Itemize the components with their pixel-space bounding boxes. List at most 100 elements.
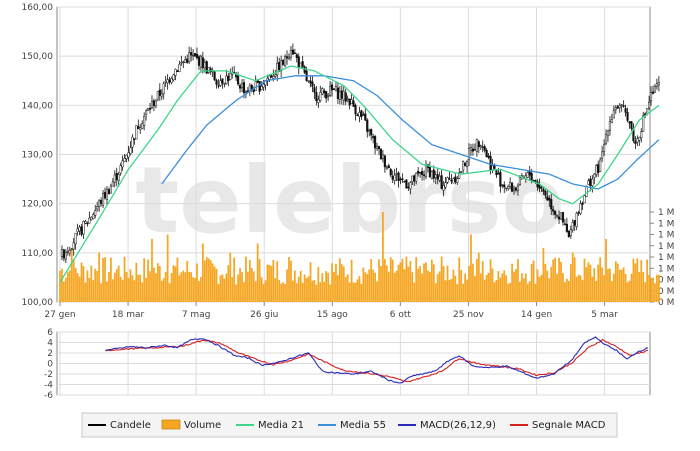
volume-bar [164, 271, 167, 302]
price-y-tick-label: 150,00 [22, 52, 54, 62]
volume-bar [462, 283, 465, 302]
volume-bar [225, 273, 228, 302]
volume-bar [100, 283, 102, 302]
volume-bar [131, 275, 134, 302]
volume-bar [88, 278, 91, 302]
candle-body [381, 154, 384, 159]
candle-body [168, 79, 171, 83]
volume-bar [429, 272, 431, 302]
volume-bar [382, 212, 384, 302]
volume-bar [626, 282, 629, 302]
candle-body [172, 74, 175, 80]
volume-bar [413, 282, 416, 302]
volume-bar [495, 280, 498, 302]
candle-body [362, 114, 365, 116]
volume-bar [348, 282, 351, 302]
volume-bar [622, 267, 625, 302]
volume-bar [430, 259, 433, 302]
volume-bar [362, 267, 365, 302]
candle-body [393, 174, 396, 181]
volume-bar [258, 259, 261, 302]
volume-bar [534, 283, 537, 302]
candle-body [66, 251, 69, 253]
candle-body [115, 172, 118, 181]
volume-bar [143, 258, 146, 302]
candle-body [156, 90, 159, 100]
candle-body [227, 75, 230, 82]
candle-body [383, 155, 386, 168]
candle-body [507, 186, 510, 190]
ma21-line [59, 65, 660, 283]
candle-body [237, 75, 240, 85]
candle-body [575, 212, 578, 227]
candle-body [190, 52, 193, 56]
volume-bar [657, 274, 660, 302]
candle-body [242, 82, 246, 94]
x-tick-label: 6 ott [390, 310, 412, 320]
volume-bar [605, 239, 607, 302]
volume-bar [188, 271, 191, 302]
volume-bar [520, 273, 523, 302]
volume-bar [340, 264, 343, 302]
candle-body [70, 248, 73, 251]
volume-bar [196, 263, 198, 302]
volume-bar [248, 259, 251, 302]
candle-body [176, 70, 179, 72]
volume-bar [301, 282, 304, 302]
legend-label: Candele [110, 420, 151, 431]
candle-body [565, 223, 568, 232]
candle-body [577, 212, 580, 214]
candle-body [585, 185, 588, 197]
candle-body [561, 212, 565, 223]
volume-bar [368, 269, 371, 302]
volume-bar [546, 270, 549, 302]
candle-body [434, 174, 437, 178]
candle-body [356, 114, 359, 117]
volume-bar [147, 259, 149, 302]
candle-body [325, 91, 328, 99]
volume-bar [102, 258, 104, 302]
candle-body [111, 181, 114, 187]
volume-bar [620, 269, 623, 302]
volume-bar [194, 277, 196, 302]
volume-bar [597, 264, 600, 302]
volume-bar [442, 265, 445, 302]
candle-body [407, 186, 410, 189]
candle-body [94, 210, 97, 216]
candle-body [119, 165, 122, 174]
volume-bar [219, 275, 222, 302]
candle-body [287, 56, 291, 59]
volume-bar [176, 257, 179, 302]
volume-bar [80, 262, 83, 302]
volume-bar [295, 283, 298, 302]
candle-body [192, 54, 195, 57]
volume-bar [270, 265, 273, 302]
candle-body [162, 83, 165, 95]
candle-body [595, 165, 598, 175]
candle-body [604, 134, 608, 144]
candle-body [360, 110, 363, 117]
volume-bar [399, 262, 402, 302]
candle-body [608, 121, 612, 131]
x-tick-label: 27 gen [44, 310, 75, 320]
volume-bar [491, 268, 494, 302]
candle-body [375, 146, 379, 149]
candle-body [620, 104, 623, 106]
candle-body [550, 199, 553, 210]
volume-bar [139, 274, 142, 302]
candle-body [628, 121, 631, 124]
volume-bar [417, 268, 420, 302]
volume-bar [599, 257, 602, 302]
volume-bar [250, 268, 253, 302]
volume-bar [550, 266, 553, 302]
candle-body [579, 203, 582, 214]
volume-bar [571, 252, 574, 302]
candle-body [332, 88, 336, 90]
macd-y-tick-label: 2 [47, 349, 53, 359]
volume-bar [456, 284, 459, 302]
volume-bar [614, 261, 617, 302]
candle-body [538, 184, 541, 189]
candle-body [291, 49, 294, 55]
volume-bar [587, 262, 590, 302]
